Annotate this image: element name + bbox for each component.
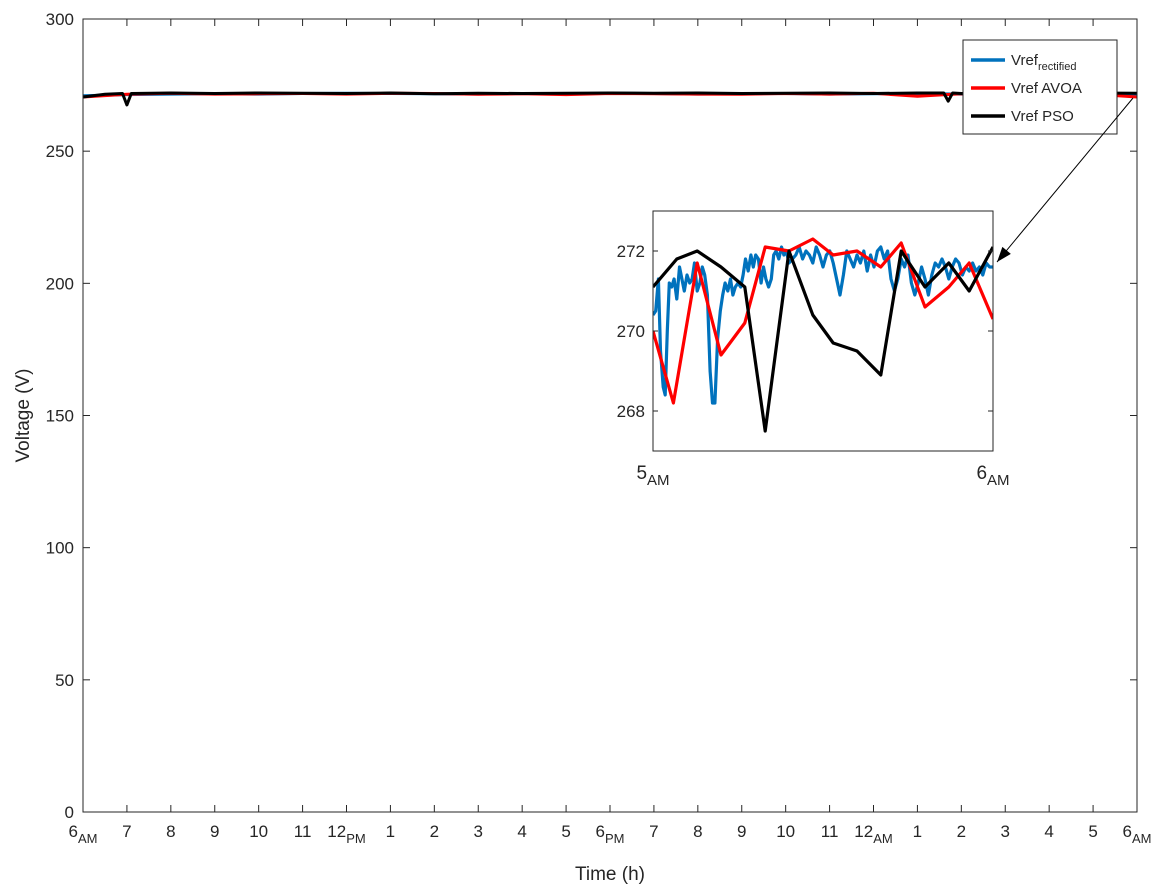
legend: Vrefrectified Vref AVOA Vref PSO [962,39,1118,135]
main-x-tick-label-main: 8 [693,822,702,841]
legend-entry-0: Vrefrectified [1011,52,1076,73]
main-x-tick-label-main: 12 [854,822,873,841]
main-x-tick-label: 4 [517,822,526,841]
inset-x-tick-label-main: 5 [636,463,647,484]
main-x-tick-label-main: 2 [957,822,966,841]
main-x-tick-label-main: 7 [122,822,131,841]
main-x-tick-label-main: 4 [517,822,526,841]
inset-series-line-2 [653,246,993,433]
main-x-tick-label-main: 5 [561,822,570,841]
main-x-tick-label-main: 7 [649,822,658,841]
main-x-tick-label-main: 2 [430,822,439,841]
main-x-tick-label-main: 3 [474,822,483,841]
main-x-tick-label: 3 [1001,822,1010,841]
main-x-tick-label-main: 10 [249,822,268,841]
legend-entry-sub: rectified [1038,61,1077,73]
inset-y-tick-label: 272 [617,242,645,261]
main-x-tick-label: 10 [249,822,268,841]
main-x-tick-label: 1 [386,822,395,841]
main-x-tick-label: 2 [957,822,966,841]
legend-entry-1: Vref AVOA [1011,80,1082,97]
main-x-tick-label: 7 [649,822,658,841]
main-x-tick-label: 12AM [854,822,892,846]
main-x-tick-label: 8 [166,822,175,841]
main-x-tick-label-main: 10 [776,822,795,841]
y-axis-label: Voltage (V) [13,369,34,463]
main-y-tick-label: 200 [46,274,74,293]
zoom-arrow-line [996,97,1134,263]
main-x-tick-label-sub: AM [78,831,98,846]
inset-series-line-1 [653,237,993,405]
legend-entry-name: Vref PSO [1011,108,1074,125]
inset-x-tick-label: 6AM [976,463,1009,489]
main-x-tick-label: 3 [474,822,483,841]
main-x-tick-label-sub: PM [346,831,366,846]
main-x-tick-label-main: 6 [596,822,605,841]
main-x-tick-label: 6AM [69,822,98,846]
main-x-tick-label: 9 [210,822,219,841]
main-x-tick-label-main: 6 [1123,822,1132,841]
main-x-tick-label-main: 8 [166,822,175,841]
main-x-tick-label-main: 1 [386,822,395,841]
main-x-tick-label-main: 5 [1088,822,1097,841]
main-x-tick-label-main: 4 [1044,822,1053,841]
main-x-tick-label-main: 9 [737,822,746,841]
inset-series-group [653,237,993,433]
main-x-tick-label-sub: AM [873,831,893,846]
main-x-tick-label-main: 12 [327,822,346,841]
main-x-tick-label: 5 [561,822,570,841]
legend-entry-name: Vref AVOA [1011,80,1082,97]
main-x-tick-label: 8 [693,822,702,841]
main-x-tick-label: 5 [1088,822,1097,841]
main-y-tick-label: 300 [46,10,74,29]
legend-entry-2: Vref PSO [1011,108,1074,125]
main-x-tick-label: 2 [430,822,439,841]
main-x-tick-label: 6PM [596,822,625,846]
main-x-tick-label: 9 [737,822,746,841]
zoom-arrow-annotation [996,97,1134,263]
main-x-tick-label: 6AM [1123,822,1152,846]
main-x-tick-label-main: 11 [821,822,839,841]
inset-y-tick-label: 270 [617,322,645,341]
main-y-tick-label: 0 [65,803,74,822]
inset-x-tick-label: 5AM [636,463,669,489]
main-y-tick-label: 150 [46,407,74,426]
main-series-line-2 [82,91,1138,107]
main-x-tick-label-main: 1 [913,822,922,841]
inset-x-tick-label-sub: AM [647,472,670,489]
main-y-tick-label: 50 [55,671,74,690]
main-x-tick-label: 11 [821,822,839,841]
main-x-tick-label-main: 3 [1001,822,1010,841]
main-x-tick-label-sub: PM [605,831,625,846]
main-x-tick-label-main: 9 [210,822,219,841]
inset-x-tick-label-sub: AM [987,472,1010,489]
main-x-tick-label: 12PM [327,822,365,846]
inset-x-tick-label-main: 6 [976,463,987,484]
main-y-tick-label: 250 [46,142,74,161]
main-x-tick-label: 10 [776,822,795,841]
zoom-arrow-head [997,246,1011,262]
main-x-tick-label: 1 [913,822,922,841]
inset-y-tick-label: 268 [617,402,645,421]
main-x-tick-label-main: 11 [294,822,312,841]
main-x-tick-label: 11 [294,822,312,841]
legend-entry-name: Vref [1011,52,1039,69]
main-x-tick-label-main: 6 [69,822,78,841]
main-x-tick-label: 7 [122,822,131,841]
main-x-tick-label-sub: AM [1132,831,1152,846]
main-x-tick-label: 4 [1044,822,1053,841]
main-y-tick-label: 100 [46,539,74,558]
x-axis-label: Time (h) [575,864,645,885]
